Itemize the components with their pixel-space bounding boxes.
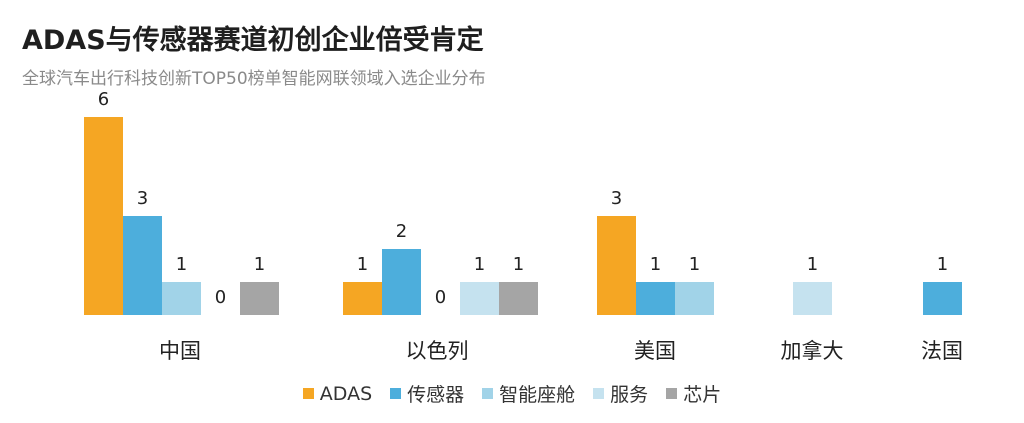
category-label: 中国 — [159, 339, 201, 363]
bar-1-3 — [162, 282, 201, 315]
legend-swatch — [482, 388, 494, 399]
legend-item: 服务 — [593, 380, 648, 407]
legend-label: 传感器 — [407, 384, 465, 406]
bar-2-1 — [343, 282, 382, 315]
bar-2-2 — [382, 249, 421, 315]
category-label: 法国 — [921, 339, 963, 363]
data-label: 1 — [474, 254, 485, 275]
category-label: 以色列 — [406, 339, 469, 363]
legend-item: 芯片 — [666, 380, 721, 407]
chart-title: ADAS与传感器赛道初创企业倍受肯定 — [22, 25, 484, 56]
category-label: 加拿大 — [781, 339, 844, 363]
bar-3-2 — [636, 282, 675, 315]
legend-label: 芯片 — [683, 384, 722, 406]
data-label: 3 — [137, 188, 148, 209]
legend-swatch — [390, 388, 402, 399]
legend-label: 智能座舱 — [499, 384, 576, 406]
data-label: 1 — [650, 254, 661, 275]
chart-subtitle: 全球汽车出行科技创新TOP50榜单智能网联领域入选企业分布 — [22, 69, 486, 89]
bar-2-4 — [460, 282, 499, 315]
data-label: 1 — [357, 254, 368, 275]
bar-3-1 — [597, 216, 636, 315]
bar-4-4 — [793, 282, 832, 315]
bar-5-2 — [923, 282, 962, 315]
legend-swatch — [666, 388, 678, 399]
data-label: 1 — [689, 254, 700, 275]
data-label: 0 — [435, 287, 446, 308]
bar-1-2 — [123, 216, 162, 315]
legend-item: 智能座舱 — [482, 380, 575, 407]
legend-item: 传感器 — [390, 380, 464, 407]
data-label: 6 — [98, 89, 109, 110]
legend: ADAS 传感器 智能座舱 服务 芯片 — [0, 380, 1024, 407]
data-label: 1 — [513, 254, 524, 275]
bar-3-3 — [675, 282, 714, 315]
data-label: 2 — [396, 221, 407, 242]
legend-label: ADAS — [319, 382, 373, 405]
data-label: 1 — [254, 254, 265, 275]
data-label: 0 — [215, 287, 226, 308]
legend-swatch — [302, 388, 314, 399]
legend-label: 服务 — [610, 384, 649, 406]
legend-item: ADAS — [302, 380, 373, 407]
category-label: 美国 — [634, 339, 676, 363]
legend-swatch — [593, 388, 605, 399]
data-label: 1 — [807, 254, 818, 275]
data-label: 3 — [611, 188, 622, 209]
bar-2-5 — [499, 282, 538, 315]
bar-1-1 — [84, 117, 123, 315]
bar-1-5 — [240, 282, 279, 315]
data-label: 1 — [176, 254, 187, 275]
data-label: 1 — [937, 254, 948, 275]
